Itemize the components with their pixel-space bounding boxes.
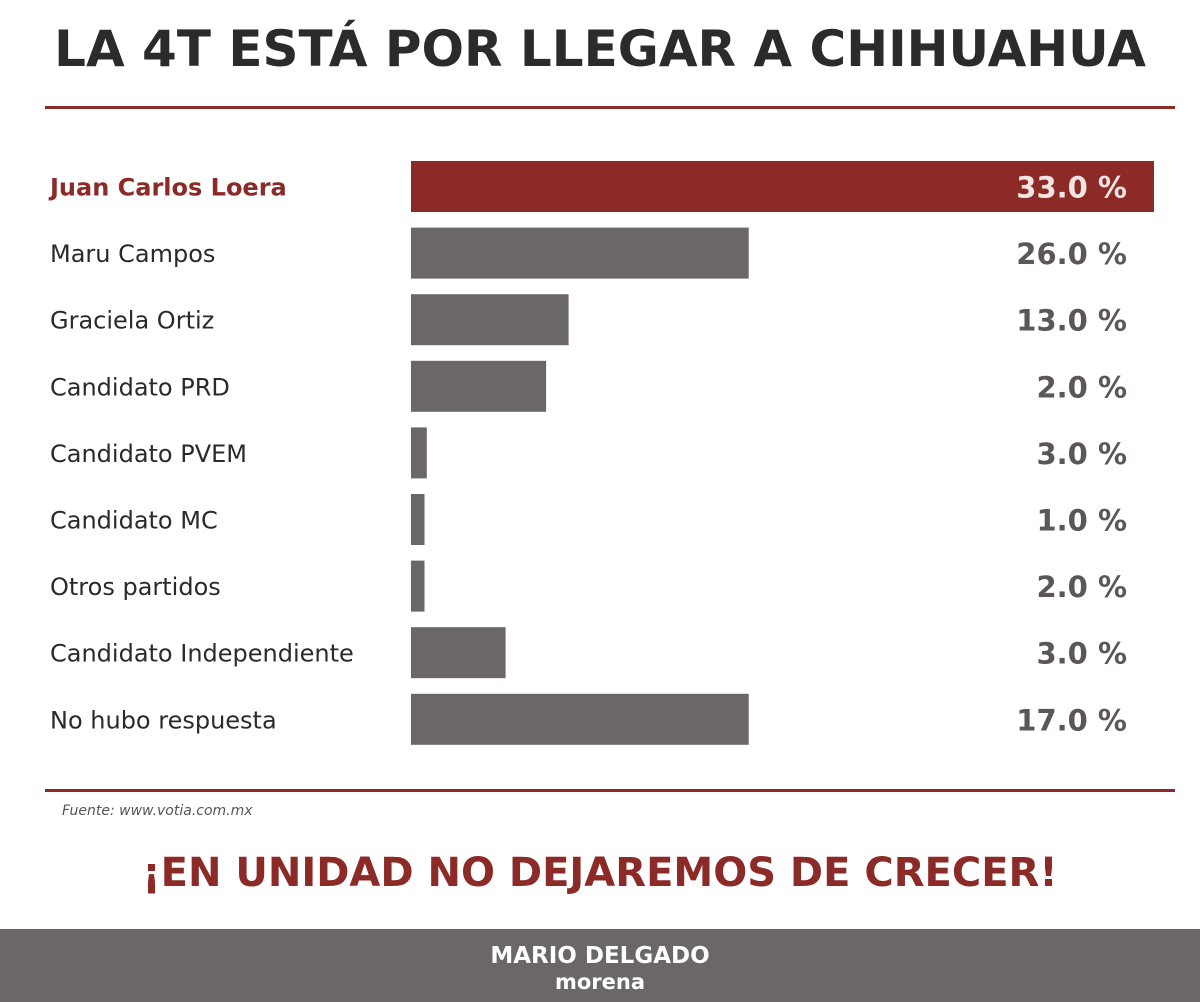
bar-otros-partidos <box>411 560 425 612</box>
bottom-divider <box>45 789 1175 792</box>
slogan: ¡EN UNIDAD NO DEJAREMOS DE CRECER! <box>142 850 1058 896</box>
category-label: No hubo respuesta <box>50 706 277 734</box>
value-label: 26.0 % <box>1016 237 1127 271</box>
value-label: 33.0 % <box>1016 171 1127 205</box>
footer-name: MARIO DELGADO <box>490 943 710 969</box>
chart-title: LA 4T ESTÁ POR LLEGAR A CHIHUAHUA <box>54 20 1146 78</box>
category-label: Candidato PVEM <box>50 440 247 468</box>
source-note: Fuente: www.votia.com.mx <box>62 803 253 819</box>
category-label: Maru Campos <box>50 240 215 268</box>
top-divider <box>45 106 1175 109</box>
value-label: 2.0 % <box>1036 570 1127 604</box>
value-label: 3.0 % <box>1036 437 1127 471</box>
bar-candidato-mc <box>411 494 425 545</box>
bar-candidato-pvem <box>411 427 427 479</box>
value-label: 1.0 % <box>1036 504 1127 538</box>
bar-no-hubo-respuesta <box>411 693 749 745</box>
category-label: Candidato MC <box>50 507 218 535</box>
bar-candidato-independiente <box>411 627 506 679</box>
bar-juan-carlos-loera <box>411 161 1154 212</box>
value-label: 3.0 % <box>1036 637 1127 671</box>
bar-candidato-prd <box>411 360 547 412</box>
category-label: Graciela Ortiz <box>50 307 214 335</box>
category-label: Juan Carlos Loera <box>48 174 287 202</box>
category-label: Otros partidos <box>50 573 221 601</box>
value-label: 17.0 % <box>1016 703 1127 737</box>
value-label: 13.0 % <box>1016 304 1127 338</box>
bar-maru-campos <box>411 227 749 279</box>
category-label: Candidato PRD <box>50 373 230 401</box>
bar-graciela-ortiz <box>411 294 569 346</box>
category-label: Candidato Independiente <box>50 640 354 668</box>
footer-bar: MARIO DELGADO morena <box>0 929 1200 1002</box>
party-logo-text: morena <box>554 970 646 994</box>
value-label: 2.0 % <box>1036 370 1127 404</box>
